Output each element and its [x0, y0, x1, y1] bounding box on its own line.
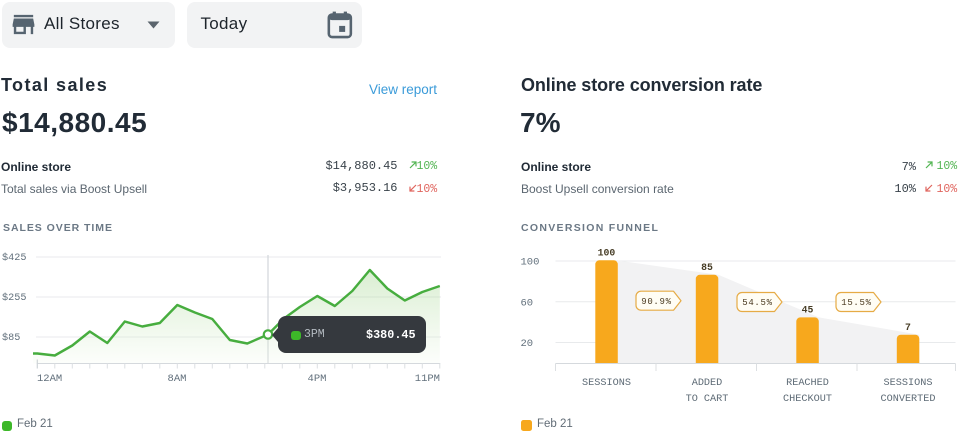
- svg-text:100: 100: [521, 257, 540, 269]
- svg-text:ADDED: ADDED: [692, 378, 723, 389]
- svg-text:7: 7: [905, 322, 911, 333]
- svg-text:CONVERTED: CONVERTED: [880, 394, 935, 405]
- svg-text:$85: $85: [2, 332, 20, 344]
- svg-text:8AM: 8AM: [168, 373, 187, 385]
- svg-text:4PM: 4PM: [308, 373, 327, 385]
- svg-text:15.5%: 15.5%: [841, 298, 872, 308]
- svg-text:90.9%: 90.9%: [641, 297, 672, 307]
- svg-text:11PM: 11PM: [415, 373, 440, 385]
- svg-text:$255: $255: [2, 292, 26, 304]
- svg-text:20: 20: [521, 338, 534, 350]
- svg-text:SESSIONS: SESSIONS: [582, 378, 631, 389]
- svg-text:TO CART: TO CART: [686, 394, 729, 405]
- svg-text:54.5%: 54.5%: [742, 298, 773, 308]
- svg-text:85: 85: [701, 262, 713, 273]
- svg-text:REACHED: REACHED: [786, 378, 829, 389]
- svg-text:SESSIONS: SESSIONS: [884, 378, 933, 389]
- svg-text:$425: $425: [2, 252, 26, 264]
- svg-text:CHECKOUT: CHECKOUT: [783, 394, 832, 405]
- svg-text:100: 100: [598, 248, 616, 259]
- svg-text:45: 45: [802, 305, 814, 316]
- svg-text:60: 60: [521, 297, 534, 309]
- svg-text:12AM: 12AM: [37, 373, 62, 385]
